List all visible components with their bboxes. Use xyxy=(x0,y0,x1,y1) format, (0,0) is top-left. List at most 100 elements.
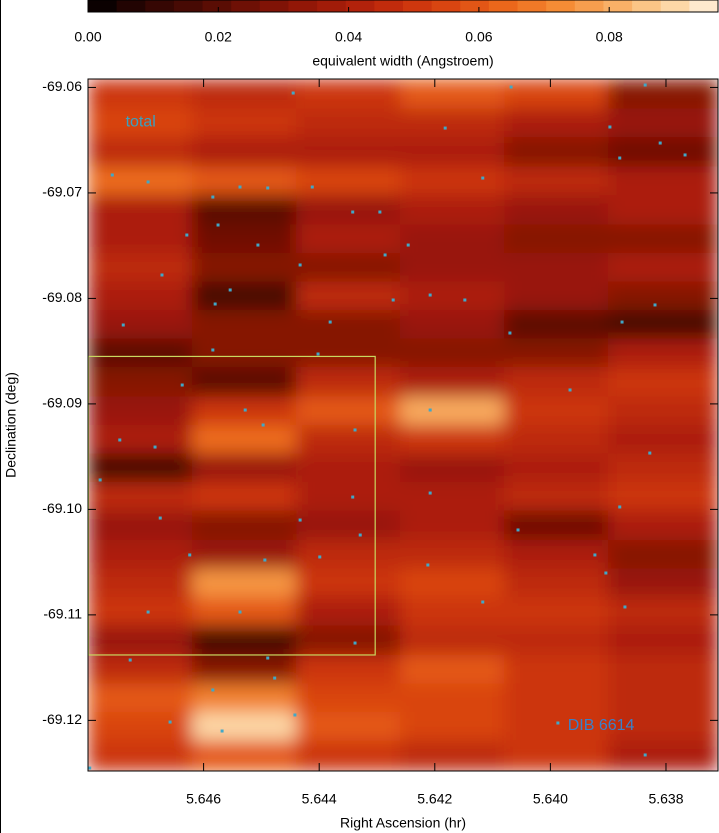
colorbar-step xyxy=(345,0,375,12)
heat-cell xyxy=(400,108,505,138)
heat-cell xyxy=(608,366,718,398)
heat-cell xyxy=(192,166,297,196)
heat-cell xyxy=(296,338,401,368)
heat-cell xyxy=(504,79,609,110)
heat-cell xyxy=(192,195,297,226)
colorbar-step xyxy=(317,0,347,12)
x-tick-label: 5.642 xyxy=(417,791,452,807)
star-point xyxy=(623,605,627,609)
heat-cell xyxy=(504,137,609,168)
heat-cell xyxy=(88,596,193,626)
colorbar-step xyxy=(632,0,662,12)
star-point xyxy=(426,563,430,567)
star-point xyxy=(211,195,215,199)
heat-cell xyxy=(608,539,718,569)
y-tick-label: -69.10 xyxy=(42,500,82,516)
heat-cell xyxy=(608,396,718,426)
heat-cell xyxy=(88,539,193,569)
heat-cell xyxy=(296,195,401,226)
heat-cell xyxy=(504,481,609,511)
heat-cell xyxy=(192,539,297,569)
colorbar-tick-label: 0.00 xyxy=(74,29,101,45)
star-point xyxy=(620,320,624,324)
heat-cell xyxy=(400,195,505,226)
heat-cell xyxy=(608,108,718,138)
star-point xyxy=(298,263,302,267)
heat-cell xyxy=(88,740,193,771)
star-point xyxy=(383,253,387,257)
heat-cell xyxy=(504,108,609,138)
star-point xyxy=(618,505,622,509)
x-axis-label: Right Ascension (hr) xyxy=(340,815,466,831)
star-point xyxy=(316,352,320,356)
star-point xyxy=(653,303,657,307)
heat-cell xyxy=(88,366,193,398)
y-tick-label: -69.07 xyxy=(42,184,82,200)
star-point xyxy=(683,153,687,157)
heat-cell xyxy=(296,310,401,339)
heat-cell xyxy=(608,338,718,368)
colorbar-step xyxy=(603,0,633,12)
star-point xyxy=(146,180,150,184)
heat-cell xyxy=(504,539,609,569)
star-point xyxy=(509,85,513,89)
star-point xyxy=(428,491,432,495)
colorbar-step xyxy=(517,0,547,12)
heat-cell xyxy=(192,510,297,541)
heat-cell xyxy=(504,366,609,398)
heat-cell xyxy=(504,596,609,626)
star-point xyxy=(328,320,332,324)
colorbar-step xyxy=(145,0,175,12)
heat-cell xyxy=(88,481,193,511)
heat-cell xyxy=(192,224,297,254)
heat-cell xyxy=(88,224,193,254)
star-point xyxy=(220,729,224,733)
star-point xyxy=(291,91,295,95)
star-point xyxy=(211,688,215,692)
y-tick-label: -69.06 xyxy=(42,78,82,94)
heat-cell xyxy=(504,396,609,426)
heat-cell xyxy=(296,625,401,656)
star-point xyxy=(353,641,357,645)
colorbar-step xyxy=(231,0,261,12)
heat-cell xyxy=(504,425,609,454)
heat-cell xyxy=(400,740,505,771)
star-point xyxy=(604,571,608,575)
star-point xyxy=(261,423,265,427)
star-point xyxy=(351,210,355,214)
heat-cell xyxy=(504,310,609,339)
colorbar-label: equivalent width (Angstroem) xyxy=(312,53,493,69)
heat-cell xyxy=(400,711,505,741)
heat-cell xyxy=(88,79,193,110)
colorbar-step xyxy=(374,0,404,12)
heat-cell xyxy=(192,137,297,168)
x-tick-label: 5.646 xyxy=(186,791,221,807)
colorbar-step xyxy=(546,0,576,12)
heat-cell xyxy=(88,654,193,684)
heat-cell xyxy=(504,224,609,254)
colorbar-step xyxy=(574,0,604,12)
star-point xyxy=(168,720,172,724)
x-tick-label: 5.644 xyxy=(302,791,337,807)
heat-cell xyxy=(608,425,718,454)
heat-cell xyxy=(296,481,401,511)
x-tick-label: 5.640 xyxy=(533,791,568,807)
y-tick-label: -69.11 xyxy=(43,606,82,622)
star-point xyxy=(556,721,560,725)
heat-cell xyxy=(88,195,193,226)
star-point xyxy=(406,243,410,247)
star-point xyxy=(481,176,485,180)
star-point xyxy=(211,348,215,352)
heat-cell xyxy=(296,740,401,771)
heat-cell xyxy=(400,596,505,626)
star-point xyxy=(266,186,270,190)
star-point xyxy=(153,445,157,449)
heat-cell xyxy=(504,568,609,598)
star-point xyxy=(263,558,267,562)
heat-cell xyxy=(504,740,609,771)
heat-cell xyxy=(192,683,297,713)
star-point xyxy=(318,555,322,559)
star-point xyxy=(243,408,247,412)
